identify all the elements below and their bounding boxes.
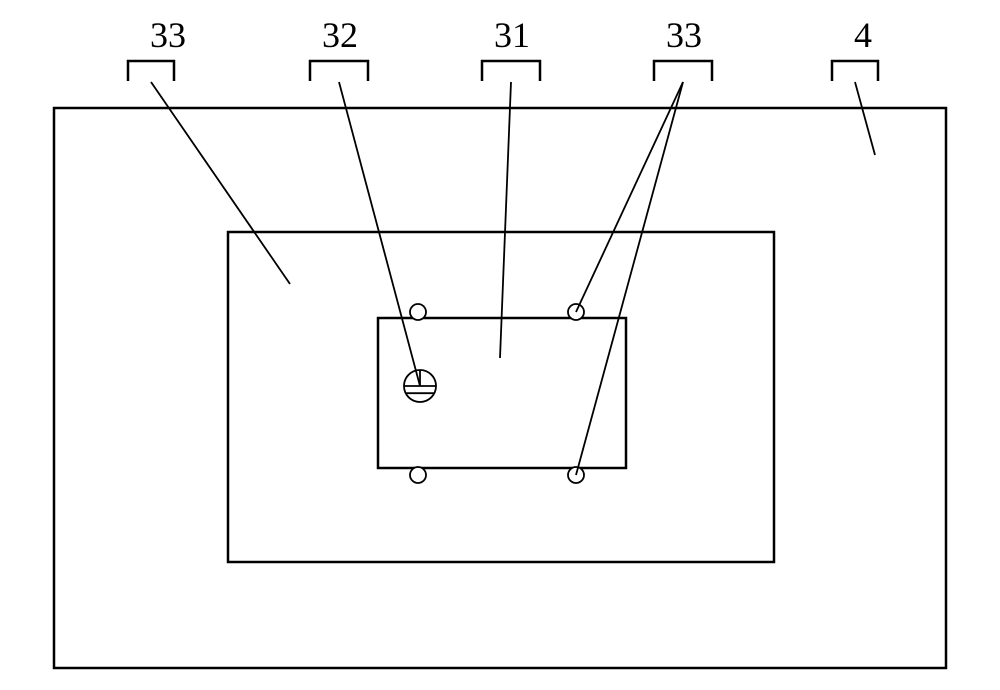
- bumper-circle-2: [410, 467, 426, 483]
- outer-box: [54, 108, 946, 668]
- label-bracket-33: [654, 61, 712, 81]
- leader-line-4: [855, 82, 875, 155]
- label-bracket-4: [832, 61, 878, 81]
- label-4: 4: [854, 15, 872, 55]
- label-31: 31: [494, 15, 530, 55]
- bumper-circle-0: [410, 304, 426, 320]
- middle-box: [228, 232, 774, 562]
- label-bracket-32: [310, 61, 368, 81]
- leader-line-31: [500, 82, 511, 358]
- label-33: 33: [666, 15, 702, 55]
- label-bracket-3: [128, 61, 174, 81]
- label-32: 32: [322, 15, 358, 55]
- technical-diagram: 33 32 31 33 4: [0, 0, 1000, 690]
- label-3: 33: [150, 15, 186, 55]
- leader-line-32: [339, 82, 420, 386]
- leader-line-3: [151, 82, 290, 284]
- label-bracket-31: [482, 61, 540, 81]
